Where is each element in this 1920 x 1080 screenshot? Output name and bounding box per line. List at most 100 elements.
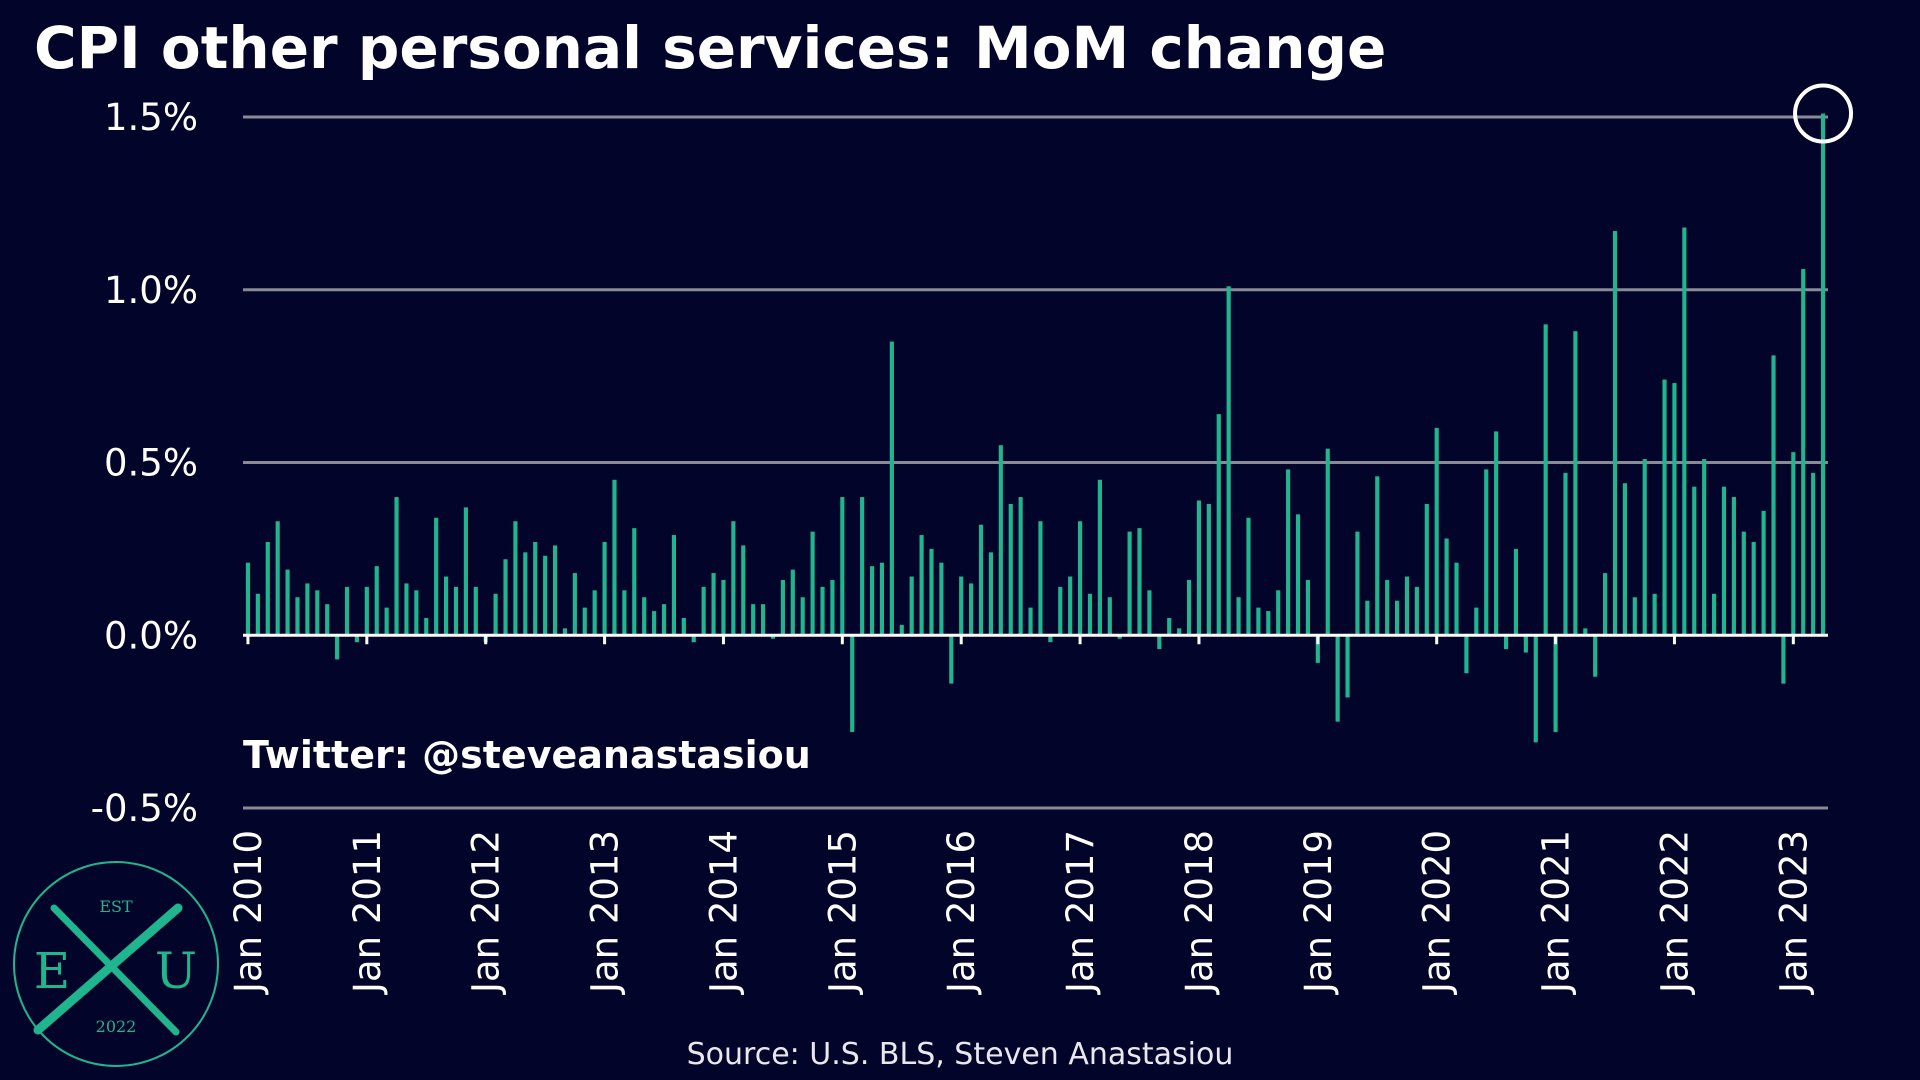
bar: [751, 604, 756, 636]
bar: [444, 576, 449, 636]
bar: [453, 586, 459, 636]
bar: [780, 579, 785, 636]
bar: [1444, 538, 1449, 636]
bar: [642, 597, 647, 636]
bar: [889, 341, 894, 636]
x-tick-label: Jan 2022: [1654, 830, 1697, 995]
x-tick-label: Jan 2012: [465, 830, 508, 995]
bar: [761, 604, 766, 636]
bar: [860, 497, 865, 636]
bar: [1424, 503, 1429, 636]
svg-text:U: U: [155, 942, 197, 1000]
bar: [1543, 324, 1548, 636]
bar: [1355, 531, 1360, 636]
source-note: Source: U.S. BLS, Steven Anastasiou: [687, 1037, 1234, 1072]
bar: [790, 569, 795, 636]
x-tick-label: Jan 2017: [1059, 830, 1102, 995]
bar: [344, 586, 350, 636]
bar: [770, 635, 776, 639]
bar: [275, 521, 280, 636]
bar: [285, 569, 290, 636]
bar: [1642, 459, 1647, 636]
y-axis-ticks: -0.5% 0.0% 0.5% 1.0% 1.5%: [91, 96, 198, 830]
bar: [434, 517, 439, 636]
bar: [1087, 593, 1093, 636]
bar: [374, 566, 379, 636]
bar: [295, 597, 300, 636]
bar: [1692, 486, 1697, 636]
bar: [1404, 576, 1410, 636]
bar: [691, 635, 696, 643]
chart-title: CPI other personal services: MoM change: [34, 14, 1386, 82]
bar: [1622, 483, 1627, 636]
bar: [1454, 562, 1459, 636]
bar: [1612, 231, 1618, 636]
bar: [335, 635, 340, 660]
bar: [1553, 635, 1558, 732]
bar: [354, 635, 359, 643]
bar: [1652, 593, 1657, 636]
bar: [1820, 113, 1826, 636]
bar: [721, 579, 726, 636]
bar: [1127, 531, 1132, 636]
bar: [1038, 521, 1043, 636]
bar: [384, 607, 389, 636]
bar: [1751, 541, 1756, 636]
bar: [919, 535, 924, 636]
y-tick-label: 0.5%: [104, 442, 198, 485]
bar: [394, 497, 399, 636]
bar: [1414, 586, 1419, 636]
x-tick-label: Jan 2016: [940, 830, 983, 995]
bar: [671, 535, 676, 636]
svg-text:E: E: [34, 942, 71, 1000]
bar: [1682, 227, 1687, 636]
bar: [1295, 514, 1301, 636]
bar: [1385, 579, 1390, 636]
bar: [552, 545, 558, 636]
bar: [830, 579, 835, 636]
bar: [1474, 607, 1479, 636]
bar: [1771, 355, 1776, 636]
bar: [1375, 476, 1380, 636]
bar: [1761, 510, 1766, 636]
svg-text:EST: EST: [99, 897, 133, 916]
bar: [661, 604, 667, 636]
bar: [939, 562, 944, 636]
bar: [562, 628, 568, 636]
bar: [622, 590, 627, 636]
bar: [1712, 593, 1717, 636]
bar: [1157, 635, 1162, 650]
bar: [1028, 607, 1033, 636]
bar: [1503, 635, 1509, 650]
bar: [1097, 479, 1102, 636]
bar: [513, 521, 518, 636]
bar: [1196, 500, 1202, 636]
bar: [978, 524, 984, 636]
bar: [1672, 383, 1677, 636]
bar: [1137, 528, 1142, 636]
x-tick-label: Jan 2023: [1772, 830, 1815, 995]
bar: [1008, 503, 1013, 636]
x-tick-label: Jan 2020: [1416, 830, 1459, 995]
bar: [523, 552, 528, 636]
y-tick-label: 1.5%: [104, 96, 198, 139]
bar: [1741, 531, 1746, 636]
bar: [1434, 427, 1439, 636]
bar: [543, 555, 548, 636]
bar: [731, 521, 736, 636]
bar: [1484, 469, 1489, 636]
bar: [1345, 635, 1350, 698]
bar: [1731, 497, 1736, 636]
grid-lines: [243, 115, 1828, 810]
bar: [1236, 597, 1241, 636]
bar: [820, 586, 825, 636]
bar: [404, 583, 409, 636]
x-tick-label: Jan 2021: [1535, 830, 1578, 995]
highlight-circle: [1793, 83, 1854, 144]
bar: [879, 562, 885, 636]
bar: [265, 541, 270, 636]
bar: [1177, 628, 1182, 636]
bar: [1246, 517, 1251, 636]
